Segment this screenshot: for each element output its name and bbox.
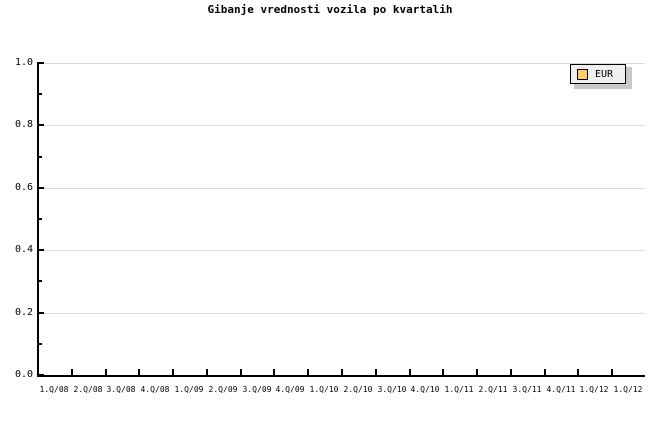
x-axis-tick	[577, 369, 579, 376]
x-axis-tick	[375, 369, 377, 376]
plot-area	[37, 63, 645, 375]
x-axis-label: 3.Q/11	[512, 385, 542, 394]
x-axis-label: 4.Q/10	[410, 385, 440, 394]
y-axis-tick-minor	[37, 93, 42, 96]
legend-swatch-eur	[577, 68, 588, 80]
x-axis-label: 2.Q/11	[478, 385, 508, 394]
x-axis-label: 2.Q/10	[343, 385, 373, 394]
y-axis-label: 0.4	[14, 244, 33, 256]
y-axis-tick-major	[37, 311, 44, 314]
x-axis-label: 4.Q/09	[275, 385, 305, 394]
y-axis-tick-minor	[37, 155, 42, 158]
y-axis-label: 0.0	[14, 369, 33, 380]
x-axis-label: 1.Q/10	[309, 385, 339, 394]
gridline	[37, 250, 645, 252]
x-axis-label: 3.Q/08	[106, 385, 136, 394]
y-axis-label: 0.8	[14, 119, 33, 131]
x-axis-tick	[476, 369, 478, 376]
x-axis-label: 1.Q/12	[579, 385, 609, 394]
x-axis-tick	[544, 369, 546, 376]
y-axis-label: 1.0	[14, 57, 33, 68]
y-axis-tick-major	[37, 374, 44, 376]
x-axis-tick	[240, 369, 242, 376]
y-axis-tick-major	[37, 124, 44, 127]
x-axis-tick	[341, 369, 343, 376]
chart-title: Gibanje vrednosti vozila po kvartalih	[207, 3, 453, 16]
gridline	[37, 312, 645, 314]
x-axis-tick	[307, 369, 309, 376]
x-axis-label: 2.Q/08	[73, 385, 103, 394]
legend-label-eur: EUR	[595, 68, 614, 80]
gridline	[37, 187, 645, 189]
gridline	[37, 125, 645, 127]
y-axis-label: 0.2	[14, 306, 33, 318]
x-axis-tick	[138, 369, 140, 376]
x-axis-tick	[206, 369, 208, 376]
x-axis-label: 4.Q/08	[140, 385, 170, 394]
gridlines	[37, 63, 645, 375]
x-axis-tick	[510, 369, 512, 376]
y-axis-tick-minor	[37, 218, 42, 220]
x-axis-tick	[611, 369, 613, 376]
x-axis-tick	[409, 369, 411, 376]
x-axis-label: 1.Q/09	[174, 385, 204, 394]
legend[interactable]: EUR	[570, 64, 626, 84]
x-axis-label: 3.Q/10	[377, 385, 407, 394]
x-axis-label: 3.Q/09	[242, 385, 272, 394]
x-axis-line	[37, 375, 645, 377]
x-axis-label: 1.Q/12	[613, 385, 643, 394]
x-axis-label: 4.Q/11	[546, 385, 576, 394]
x-axis-label: 1.Q/11	[444, 385, 474, 394]
x-axis-tick	[71, 369, 73, 376]
x-axis-tick	[172, 369, 174, 376]
y-axis-labels: 0.0 0.2 0.4 0.6 0.8 1.0	[0, 0, 33, 440]
y-axis-tick-minor	[37, 342, 42, 345]
y-axis-label: 0.6	[14, 181, 33, 193]
x-axis-tick	[273, 369, 275, 376]
y-axis-tick-major	[37, 249, 44, 252]
x-axis-tick	[105, 369, 107, 376]
y-axis-tick-major	[37, 186, 44, 189]
y-axis-tick-minor	[37, 280, 42, 283]
gridline	[37, 63, 645, 64]
x-axis-label: 2.Q/09	[208, 385, 238, 394]
x-axis-label: 1.Q/08	[39, 385, 69, 394]
x-axis-tick	[442, 369, 444, 376]
y-axis-tick-major	[37, 62, 44, 64]
